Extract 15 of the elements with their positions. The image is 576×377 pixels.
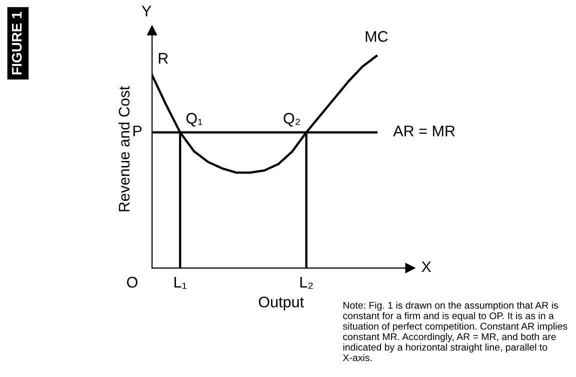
x-tick-label: L₁ [174, 276, 187, 289]
text: O [127, 276, 138, 288]
text: Y [142, 6, 152, 16]
x-tick-label: L₂ [300, 276, 313, 289]
text: X [422, 261, 432, 272]
text: AR = MR [393, 126, 455, 136]
y-axis-title: Revenue and Cost [118, 86, 130, 212]
annotation: Q₁ [186, 112, 202, 126]
annotation: Q₂ [284, 112, 300, 126]
text: Note: Fig. 1 is drawn on the assumption that AR is constant for a firm and is equal to OP. It is as in a situation of perfect competition. Constant AR implies constant MR. Accordingly, AR = MR, and both are indicated by a horizontal straight line, parallel to X-axis. [342, 302, 568, 362]
text: MC [366, 31, 388, 42]
annotation: R [158, 53, 168, 64]
caption: FIGURE 1 [12, 12, 22, 74]
x-axis-title: Output [258, 296, 304, 310]
text: P [133, 126, 142, 136]
